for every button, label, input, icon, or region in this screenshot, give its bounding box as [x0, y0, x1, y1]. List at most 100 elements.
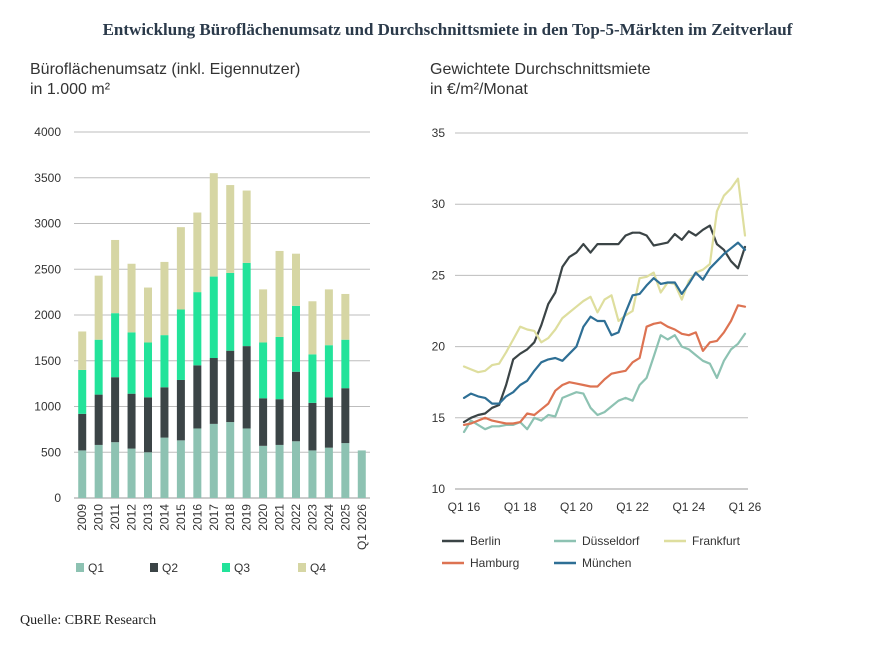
bar-segment-q3 — [193, 292, 202, 366]
bar-segment-q3 — [111, 313, 120, 378]
bar-ytick-label: 2500 — [34, 262, 61, 276]
line-series-munchen — [462, 241, 747, 405]
bar-segment-q3 — [144, 342, 152, 398]
bar-segment-q1 — [78, 450, 87, 498]
bar-segment-q1 — [292, 441, 300, 498]
bar-legend-label: Q4 — [310, 561, 326, 575]
line-xtick-label: Q1 24 — [672, 500, 705, 514]
bar-xtick-label: 2016 — [190, 504, 204, 531]
bar-segment-q3 — [308, 354, 317, 403]
line-ytick-label: 30 — [432, 197, 446, 211]
line-ytick-label: 25 — [432, 268, 446, 282]
line-legend-label: Düsseldorf — [582, 534, 640, 548]
bar-segment-q4 — [94, 275, 103, 340]
line-series-frankfurt — [462, 177, 747, 374]
bar-legend-label: Q1 — [88, 561, 104, 575]
bar-segment-q1 — [226, 422, 235, 498]
bar-xtick-label: 2022 — [289, 504, 303, 531]
bar-segment-q1 — [94, 444, 103, 498]
bar-legend-swatch — [150, 563, 158, 572]
bar-segment-q1 — [160, 437, 169, 498]
bar-segment-q3 — [259, 342, 268, 399]
bar-segment-q1 — [144, 452, 152, 498]
bar-segment-q3 — [78, 369, 87, 414]
bar-segment-q1 — [357, 450, 366, 498]
bar-segment-q4 — [292, 253, 300, 306]
left-chart-title-line2: in 1.000 m² — [30, 81, 111, 98]
bar-segment-q4 — [209, 173, 218, 277]
bar-segment-q1 — [324, 447, 333, 498]
line-legend-label: Hamburg — [470, 556, 519, 570]
bar-segment-q2 — [78, 413, 87, 451]
bar-xtick-label: 2018 — [223, 504, 237, 531]
bar-segment-q4 — [341, 293, 350, 340]
bar-ytick-label: 500 — [41, 445, 61, 459]
bar-segment-q3 — [127, 332, 136, 394]
bar-segment-q2 — [94, 394, 103, 445]
line-series-berlin — [462, 224, 747, 424]
bar-segment-q4 — [193, 212, 202, 293]
bar-xtick-label: 2017 — [207, 504, 221, 531]
bar-segment-q4 — [324, 289, 333, 346]
bar-segment-q2 — [144, 397, 152, 453]
bar-segment-q1 — [341, 443, 350, 498]
bar-ytick-label: 0 — [54, 491, 61, 505]
bar-segment-q2 — [111, 377, 120, 443]
bar-segment-q3 — [275, 336, 284, 400]
bar-segment-q2 — [341, 388, 350, 444]
bar-segment-q3 — [324, 345, 333, 398]
bar-segment-q3 — [226, 272, 235, 351]
bar-segment-q1 — [259, 445, 268, 498]
left-chart-title: Büroflächenumsatz (inkl. Eigennutzer) in… — [30, 60, 300, 100]
bar-segment-q2 — [292, 371, 300, 442]
bar-segment-q1 — [308, 450, 317, 498]
bar-segment-q2 — [324, 397, 333, 448]
line-series-dusseldorf — [462, 332, 747, 434]
bar-segment-q3 — [341, 339, 350, 389]
bar-segment-q1 — [242, 428, 251, 498]
bar-segment-q4 — [226, 185, 235, 273]
bar-segment-q3 — [176, 309, 185, 380]
bar-segment-q2 — [259, 398, 268, 446]
bar-ytick-label: 1000 — [34, 400, 61, 414]
bar-xtick-label: 2012 — [125, 504, 139, 531]
right-chart-title: Gewichtete Durchschnittsmiete in €/m²/Mo… — [430, 60, 651, 100]
bar-segment-q2 — [176, 379, 185, 441]
line-xtick-label: Q1 22 — [616, 500, 649, 514]
bar-xtick-label: 2009 — [75, 504, 89, 531]
bar-segment-q4 — [144, 287, 152, 343]
bar-ytick-label: 1500 — [34, 354, 61, 368]
bar-ytick-label: 3000 — [34, 217, 61, 231]
bar-xtick-label: 2015 — [174, 504, 188, 531]
line-xtick-label: Q1 18 — [504, 500, 537, 514]
bar-chart: 0 500 1000 1500 2000 2500 3000 3500 4000 2009 2010… — [34, 125, 370, 575]
bar-segment-q1 — [111, 442, 120, 498]
bar-segment-q2 — [226, 350, 235, 423]
bar-segment-q1 — [176, 440, 185, 498]
bar-legend-swatch — [222, 563, 230, 572]
bar-segment-q1 — [193, 428, 202, 498]
bar-segment-q3 — [292, 305, 300, 372]
bar-segment-q1 — [127, 448, 136, 498]
source-note: Quelle: CBRE Research — [20, 613, 157, 628]
bar-ytick-label: 2000 — [34, 308, 61, 322]
bar-segment-q4 — [78, 331, 87, 370]
bar-segment-q2 — [127, 393, 136, 449]
bar-segment-q4 — [242, 190, 251, 263]
line-series-hamburg — [462, 304, 747, 426]
bar-segment-q2 — [308, 402, 317, 451]
bar-xtick-label: 2023 — [305, 504, 319, 531]
bar-xtick-label: 2020 — [256, 504, 270, 531]
right-chart-title-line2: in €/m²/Monat — [430, 81, 528, 98]
bar-segment-q2 — [209, 358, 218, 424]
bar-xtick-label: 2025 — [338, 504, 352, 531]
bar-segment-q1 — [209, 423, 218, 498]
bar-segment-q4 — [176, 227, 185, 310]
line-legend-label: München — [582, 556, 631, 570]
bar-xtick-label: 2024 — [322, 504, 336, 531]
line-ytick-label: 10 — [432, 482, 446, 496]
bar-segment-q2 — [275, 399, 284, 445]
bar-segment-q3 — [94, 339, 103, 395]
bar-ytick-label: 3500 — [34, 171, 61, 185]
line-xtick-label: Q1 16 — [448, 500, 481, 514]
